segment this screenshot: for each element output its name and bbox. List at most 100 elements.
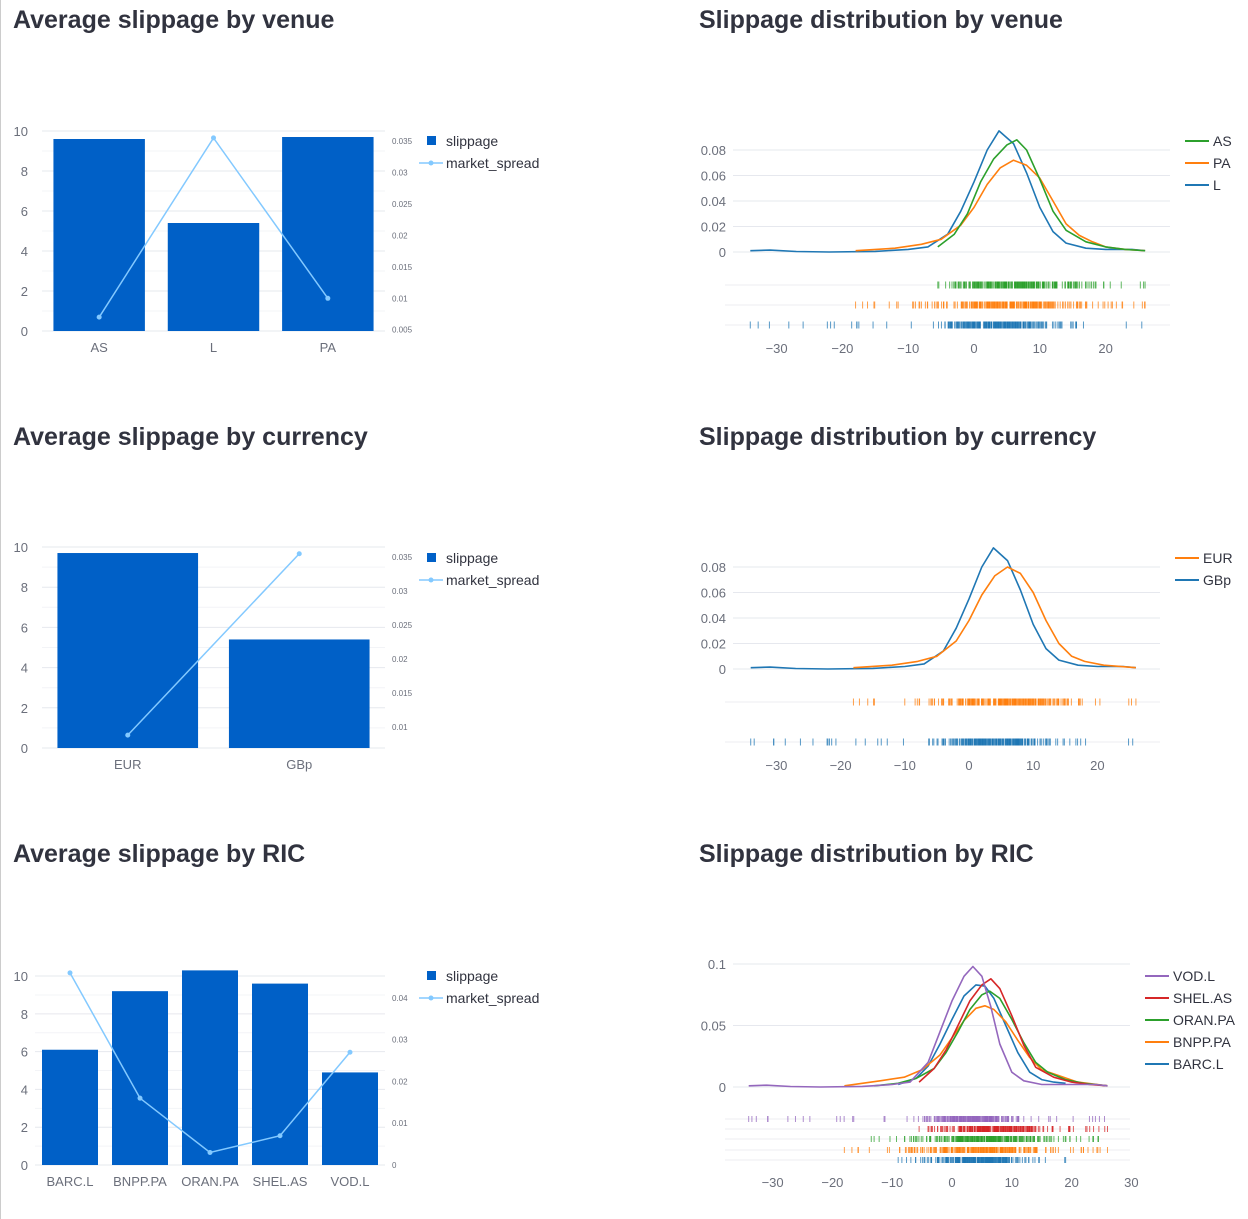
legend-label-L[interactable]: L (1213, 177, 1221, 193)
y-tick-label: 4 (21, 661, 28, 676)
bar-chart-0: 0 2 4 6 8 10 0.005 0.01 0.015 0.02 0.025 0.03 0.035 A… (14, 124, 540, 355)
market-spread-line (127, 553, 300, 736)
y-tick-label: 4 (21, 1082, 28, 1097)
legend-label-GBp[interactable]: GBp (1203, 572, 1231, 588)
bar-GBp (228, 639, 370, 748)
legend-swatch-slippage (427, 136, 436, 145)
kde-curve-VOD.L (748, 965, 1108, 1088)
bar-chart-2: 0 2 4 6 8 10 0.01 0.015 0.02 0.025 0.03 0.035 EUR GBp… (14, 540, 540, 772)
bar-BARC.L (42, 1049, 98, 1165)
market-spread-point-ORAN.PA (207, 1149, 213, 1155)
rug-SHEL.AS (918, 1126, 1108, 1132)
y-tick-label: 0 (21, 324, 28, 339)
y-tick-label: 0 (719, 1080, 726, 1095)
y2-tick-label: 0.03 (392, 169, 408, 178)
kde-chart-1: 0 0.02 0.04 0.06 0.08 −30 −20 −10 0 10 20 AS PA L (701, 130, 1232, 356)
x-tick-label: −20 (831, 341, 853, 356)
kde-curve-BNPP.PA (844, 1005, 1108, 1087)
x-tick-label: −30 (766, 341, 788, 356)
x-tick-label: −30 (765, 758, 787, 773)
left-border (0, 0, 1, 1219)
y-tick-label: 0.02 (701, 637, 726, 652)
y-tick-label: 0.04 (701, 194, 726, 209)
kde-curve-SHEL.AS (918, 978, 1108, 1087)
y2-tick-label: 0.01 (392, 294, 408, 303)
market-spread-point-BNPP.PA (137, 1095, 143, 1101)
bar-ORAN.PA (182, 970, 238, 1165)
legend-label-market-spread[interactable]: market_spread (446, 572, 539, 588)
y2-tick-label: 0.035 (392, 553, 413, 562)
market-spread-point-AS (96, 314, 102, 320)
y2-tick-label: 0.02 (392, 1077, 408, 1086)
x-tick-label: −10 (897, 341, 919, 356)
kde-curve-ORAN.PA (874, 990, 1108, 1087)
x-tick-label: 20 (1090, 758, 1104, 773)
legend-label-slippage[interactable]: slippage (446, 968, 498, 984)
y-tick-label: 0 (21, 1158, 28, 1173)
market-spread-point-EUR (125, 732, 131, 738)
legend-marker-market-spread (428, 995, 434, 1001)
legend-label-AS[interactable]: AS (1213, 133, 1232, 149)
x-tick-label: 0 (965, 758, 972, 773)
y-tick-label: 6 (21, 620, 28, 635)
x-tick-label: 10 (1005, 1175, 1019, 1190)
chart-title-venue-bar: Average slippage by venue (13, 6, 335, 34)
y-tick-label: 0.02 (701, 220, 726, 235)
x-tick-label: GBp (286, 757, 312, 772)
x-tick-label: 30 (1124, 1175, 1138, 1190)
legend-label-BARC.L[interactable]: BARC.L (1173, 1056, 1224, 1072)
legend-label-PA[interactable]: PA (1213, 155, 1231, 171)
x-tick-label: SHEL.AS (253, 1174, 308, 1189)
y-tick-label: 6 (21, 1045, 28, 1060)
y-tick-label: 0.1 (708, 957, 726, 972)
x-tick-label: L (210, 340, 217, 355)
y-tick-label: 8 (21, 164, 28, 179)
y-tick-label: 0 (719, 662, 726, 677)
bar-BNPP.PA (112, 991, 168, 1165)
kde-chart-5: 0 0.05 0.1 −30 −20 −10 0 10 20 30 VOD.L SHEL.AS ORAN… (701, 957, 1236, 1190)
y-tick-label: 0.05 (701, 1019, 726, 1034)
y-tick-label: 8 (21, 580, 28, 595)
x-tick-label: −20 (821, 1175, 843, 1190)
x-tick-label: −20 (830, 758, 852, 773)
y-tick-label: 6 (21, 204, 28, 219)
y-tick-label: 0.06 (701, 169, 726, 184)
kde-chart-3: 0 0.02 0.04 0.06 0.08 −30 −20 −10 0 10 20 EUR GBp (701, 547, 1233, 773)
legend-label-EUR[interactable]: EUR (1203, 550, 1233, 566)
x-tick-label: 0 (970, 341, 977, 356)
y-tick-label: 10 (14, 540, 28, 555)
legend-label-slippage[interactable]: slippage (446, 550, 498, 566)
x-tick-label: VOD.L (330, 1174, 369, 1189)
bar-EUR (57, 553, 199, 748)
bar-AS (53, 139, 145, 331)
y-tick-label: 2 (21, 284, 28, 299)
legend-label-ORAN.PA[interactable]: ORAN.PA (1173, 1012, 1236, 1028)
y2-tick-label: 0.01 (392, 723, 408, 732)
legend-label-market-spread[interactable]: market_spread (446, 155, 539, 171)
legend-label-VOD.L[interactable]: VOD.L (1173, 968, 1215, 984)
rug-PA (855, 301, 1146, 309)
legend-label-market-spread[interactable]: market_spread (446, 990, 539, 1006)
market-spread-point-BARC.L (67, 970, 73, 976)
x-tick-label: −30 (762, 1175, 784, 1190)
y-tick-label: 10 (14, 124, 28, 139)
legend-label-BNPP.PA[interactable]: BNPP.PA (1173, 1034, 1232, 1050)
y-tick-label: 0.06 (701, 586, 726, 601)
x-tick-label: ORAN.PA (181, 1174, 239, 1189)
legend-label-slippage[interactable]: slippage (446, 133, 498, 149)
legend-label-SHEL.AS[interactable]: SHEL.AS (1173, 990, 1232, 1006)
bar-L (167, 223, 260, 331)
legend-swatch-slippage (427, 553, 436, 562)
kde-curve-L (750, 130, 1146, 253)
y-tick-label: 2 (21, 1120, 28, 1135)
legend-marker-market-spread (428, 160, 434, 166)
kde-curve-PA (855, 159, 1146, 252)
market-spread-point-VOD.L (347, 1049, 353, 1055)
rug-AS (937, 281, 1146, 289)
rug-L (749, 321, 1143, 329)
y-tick-label: 4 (21, 244, 28, 259)
y-tick-label: 0 (21, 741, 28, 756)
market-spread-point-L (211, 135, 216, 141)
y2-tick-label: 0 (392, 1161, 397, 1170)
